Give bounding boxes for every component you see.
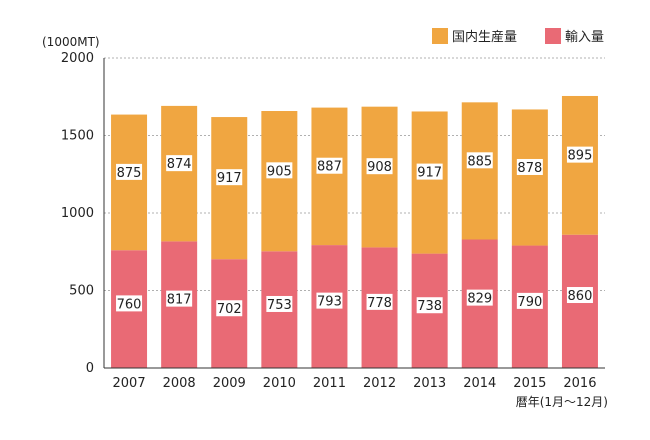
bar-domestic-2009: [211, 117, 248, 260]
x-tick-label-2012: 2012: [363, 376, 396, 391]
data-label-import-2015-bg: [516, 292, 543, 309]
x-tick-label-2011: 2011: [313, 376, 346, 391]
x-tick-label-2014: 2014: [463, 376, 496, 391]
data-label-domestic-2007-bg: [116, 163, 143, 180]
data-label-domestic-2013: 917: [417, 166, 442, 181]
data-label-import-2012-bg: [366, 293, 393, 310]
bar-domestic-2011: [311, 107, 348, 246]
data-label-domestic-2011-bg: [316, 157, 343, 174]
x-tick-label-2009: 2009: [213, 376, 246, 391]
bar-domestic-2014: [461, 102, 498, 240]
legend: 国内生産量 輸入量: [432, 28, 604, 45]
y-tick-label-0: 0: [86, 361, 94, 376]
data-label-import-2008-bg: [166, 290, 193, 307]
y-tick-label-500: 500: [69, 284, 94, 299]
bar-domestic-2016: [561, 95, 598, 235]
data-label-domestic-2010: 905: [267, 164, 292, 179]
data-label-import-2016: 860: [568, 289, 593, 304]
y-tick-label-1000: 1000: [61, 206, 94, 221]
data-label-import-2013: 738: [417, 299, 442, 314]
data-label-domestic-2016: 895: [568, 149, 593, 164]
bar-domestic-2012: [361, 106, 398, 248]
x-tick-label-2008: 2008: [163, 376, 196, 391]
data-label-import-2013-bg: [416, 297, 443, 314]
data-label-import-2010-bg: [266, 295, 293, 312]
data-label-domestic-2012-bg: [366, 158, 393, 175]
data-label-domestic-2016-bg: [566, 146, 593, 163]
legend-swatch-domestic: [432, 28, 448, 44]
data-label-domestic-2011: 887: [317, 160, 342, 175]
label-layer: 760 875 817 874 702 917 753 905 793 887 778 908 738 9…: [116, 146, 593, 317]
data-label-import-2012: 778: [367, 296, 392, 311]
bar-domestic-2010: [261, 111, 298, 252]
data-label-domestic-2014-bg: [466, 152, 493, 169]
bar-layer: [111, 95, 598, 368]
data-label-domestic-2015-bg: [516, 158, 543, 175]
data-label-import-2015: 790: [517, 295, 542, 310]
data-label-import-2007: 760: [117, 297, 142, 312]
x-tick-label-2007: 2007: [113, 376, 146, 391]
x-tick-label-2015: 2015: [513, 376, 546, 391]
data-label-import-2010: 753: [267, 298, 292, 313]
bar-domestic-2008: [161, 105, 198, 242]
data-label-domestic-2009: 917: [217, 171, 242, 186]
y-tick-label-1500: 1500: [61, 129, 94, 144]
data-label-domestic-2008-bg: [166, 155, 193, 172]
x-tick-label-2016: 2016: [563, 376, 596, 391]
y-tick-label-2000: 2000: [61, 51, 94, 66]
data-label-import-2009: 702: [217, 302, 242, 317]
data-label-import-2011: 793: [317, 295, 342, 310]
data-label-import-2014-bg: [466, 289, 493, 306]
x-tick-label-2010: 2010: [263, 376, 296, 391]
data-label-domestic-2008: 874: [167, 157, 192, 172]
x-tick-label-2013: 2013: [413, 376, 446, 391]
data-label-import-2008: 817: [167, 293, 192, 308]
axis-layer: (1000MT) 暦年(1月〜12月) 0 500 1000 1500 2000 2007…: [42, 35, 608, 409]
data-label-domestic-2012: 908: [367, 160, 392, 175]
x-axis-label: 暦年(1月〜12月): [516, 395, 608, 409]
data-label-import-2009-bg: [216, 300, 243, 317]
data-label-domestic-2015: 878: [517, 161, 542, 176]
data-label-import-2007-bg: [116, 295, 143, 312]
data-label-domestic-2007: 875: [117, 166, 142, 181]
bar-domestic-2013: [411, 111, 448, 254]
data-label-domestic-2009-bg: [216, 169, 243, 186]
data-label-domestic-2013-bg: [416, 163, 443, 180]
data-label-import-2014: 829: [467, 292, 492, 307]
data-label-import-2016-bg: [566, 287, 593, 304]
data-label-domestic-2010-bg: [266, 162, 293, 179]
legend-label-import: 輸入量: [565, 30, 604, 45]
legend-label-domestic: 国内生産量: [452, 29, 517, 45]
legend-swatch-import: [545, 28, 561, 44]
data-label-domestic-2014: 885: [467, 154, 492, 169]
bar-domestic-2007: [111, 114, 148, 251]
bar-domestic-2015: [511, 109, 548, 246]
data-label-import-2011-bg: [316, 292, 343, 309]
y-unit-label: (1000MT): [42, 35, 100, 49]
